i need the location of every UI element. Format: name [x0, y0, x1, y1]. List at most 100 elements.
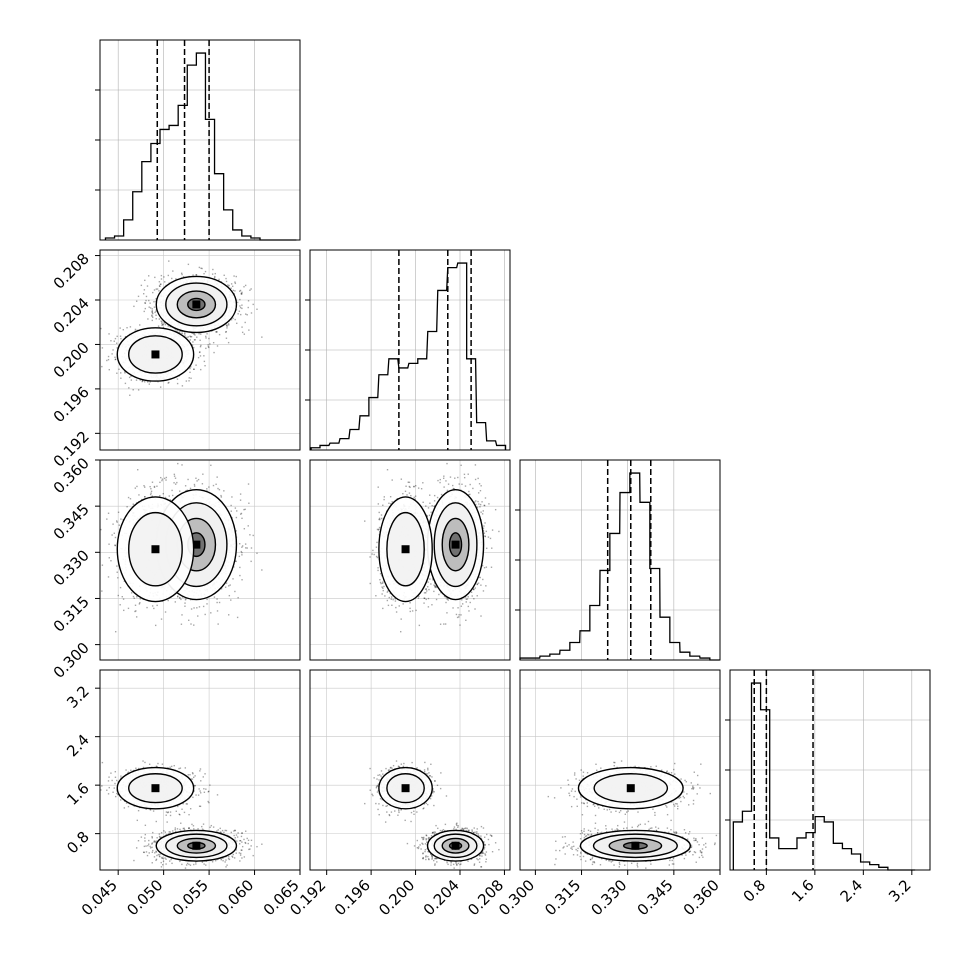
- sample-point: [215, 483, 217, 485]
- sample-point: [206, 488, 208, 490]
- sample-point: [181, 464, 183, 466]
- sample-point: [181, 332, 184, 335]
- sample-point: [181, 614, 183, 616]
- sample-point: [247, 483, 250, 485]
- sample-point: [220, 588, 223, 590]
- sample-point: [206, 333, 208, 335]
- sample-point: [139, 379, 142, 381]
- sample-point: [107, 358, 110, 361]
- sample-point: [241, 546, 243, 548]
- sample-point: [193, 607, 195, 609]
- sample-point: [190, 366, 192, 368]
- sample-point: [181, 273, 183, 276]
- sample-point: [153, 301, 155, 303]
- sample-point: [151, 315, 153, 317]
- sample-point: [261, 336, 263, 338]
- sample-point: [250, 547, 253, 549]
- sample-point: [167, 382, 169, 384]
- sample-point: [151, 314, 153, 316]
- sample-point: [116, 342, 118, 344]
- sample-point: [241, 307, 243, 310]
- sample-point: [145, 299, 147, 302]
- sample-point: [132, 389, 134, 391]
- sample-point: [143, 289, 146, 291]
- sample-point: [133, 597, 135, 599]
- sample-point: [116, 347, 118, 349]
- sample-point: [235, 560, 237, 563]
- sample-point: [126, 506, 128, 508]
- sample-point: [241, 517, 243, 520]
- sample-point: [148, 383, 151, 385]
- sample-point: [175, 278, 177, 280]
- sample-point: [158, 318, 161, 320]
- sample-point: [107, 576, 110, 578]
- sample-point: [176, 481, 178, 484]
- sample-point: [202, 473, 204, 475]
- sample-point: [156, 288, 159, 290]
- sample-point: [134, 487, 137, 489]
- sample-point: [185, 598, 187, 600]
- sample-point: [245, 313, 247, 315]
- sample-point: [215, 331, 217, 333]
- sample-point: [146, 285, 149, 287]
- sample-point: [199, 355, 202, 357]
- sample-point: [234, 507, 237, 509]
- sample-point: [235, 516, 238, 519]
- sample-point: [153, 486, 156, 488]
- sample-point: [218, 278, 220, 281]
- sample-point: [139, 602, 141, 604]
- sample-point: [199, 339, 201, 341]
- sample-point: [188, 380, 190, 382]
- sample-point: [224, 586, 227, 588]
- sample-point: [204, 613, 206, 616]
- sample-point: [132, 503, 134, 505]
- sample-point: [244, 321, 246, 324]
- sample-point: [164, 323, 167, 326]
- sample-point: [236, 301, 239, 304]
- sample-point: [163, 276, 165, 278]
- sample-point: [120, 518, 122, 520]
- sample-point: [129, 394, 131, 396]
- density-peak: [192, 300, 201, 309]
- sample-point: [228, 284, 230, 287]
- sample-point: [130, 592, 133, 594]
- sample-point: [181, 330, 183, 333]
- sample-point: [180, 332, 182, 335]
- sample-point: [189, 367, 191, 370]
- sample-point: [249, 534, 251, 536]
- sample-point: [239, 543, 241, 545]
- sample-point: [100, 327, 102, 330]
- sample-point: [247, 306, 249, 309]
- sample-point: [241, 331, 244, 334]
- sample-point: [129, 498, 132, 500]
- sample-point: [199, 345, 202, 348]
- sample-point: [198, 351, 201, 354]
- sample-point: [206, 603, 208, 605]
- sample-point: [228, 614, 230, 616]
- sample-point: [198, 606, 201, 608]
- sample-point: [189, 336, 192, 338]
- sample-point: [216, 598, 218, 600]
- sample-point: [214, 272, 216, 275]
- sample-point: [208, 486, 210, 488]
- sample-point: [240, 550, 242, 553]
- sample-point: [239, 566, 241, 569]
- sample-point: [143, 485, 145, 487]
- sample-point: [210, 612, 212, 614]
- sample-point: [101, 365, 103, 368]
- sample-point: [199, 351, 201, 353]
- sample-point: [162, 323, 164, 325]
- sample-point: [247, 525, 249, 527]
- sample-point: [193, 624, 195, 626]
- sample-point: [197, 478, 200, 481]
- sample-point: [189, 487, 192, 490]
- sample-point: [151, 481, 154, 483]
- sample-point: [240, 512, 243, 515]
- sample-point: [177, 462, 179, 465]
- sample-point: [144, 307, 147, 310]
- sample-point: [239, 493, 242, 495]
- sample-point: [200, 333, 202, 335]
- sample-point: [167, 599, 169, 602]
- sample-point: [216, 610, 219, 612]
- sample-point: [176, 378, 179, 380]
